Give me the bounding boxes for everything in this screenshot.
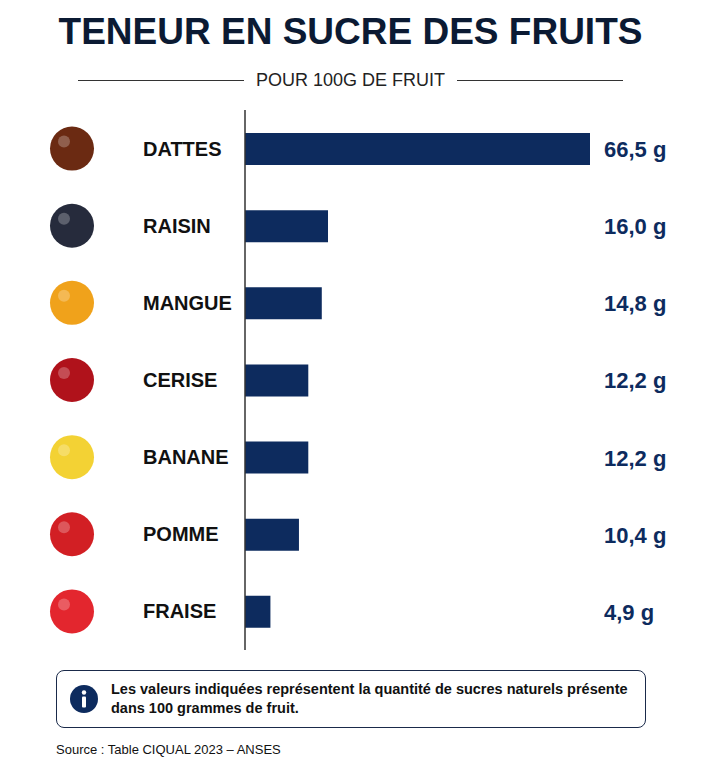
html-text:TENEUR EN SUCRE DES FRUITS: TENEUR EN SUCRE DES FRUITS xyxy=(58,11,643,52)
svg-text:CERISE: CERISE xyxy=(143,369,217,391)
svg-text:DATTES: DATTES xyxy=(143,138,222,160)
svg-text:14,8 g: 14,8 g xyxy=(604,291,666,316)
svg-text:4,9 g: 4,9 g xyxy=(604,600,654,625)
svg-text:66,5 g: 66,5 g xyxy=(604,137,666,162)
svg-text:16,0 g: 16,0 g xyxy=(604,214,666,239)
svg-text:BANANE: BANANE xyxy=(143,446,229,468)
html-text:Source : Table CIQUAL 2023 – A: Source : Table CIQUAL 2023 – ANSES xyxy=(56,742,281,757)
html-text:POUR 100G DE FRUIT: POUR 100G DE FRUIT xyxy=(256,70,445,90)
svg-text:RAISIN: RAISIN xyxy=(143,215,211,237)
svg-text:12,2 g: 12,2 g xyxy=(604,368,666,393)
svg-text:10,4 g: 10,4 g xyxy=(604,523,666,548)
svg-text:POMME: POMME xyxy=(143,523,219,545)
svg-text:FRAISE: FRAISE xyxy=(143,600,216,622)
svg-text:12,2 g: 12,2 g xyxy=(604,446,666,471)
html-text:Les valeurs indiquées représen: Les valeurs indiquées représentent la qu… xyxy=(111,681,628,716)
svg-text:MANGUE: MANGUE xyxy=(143,292,232,314)
